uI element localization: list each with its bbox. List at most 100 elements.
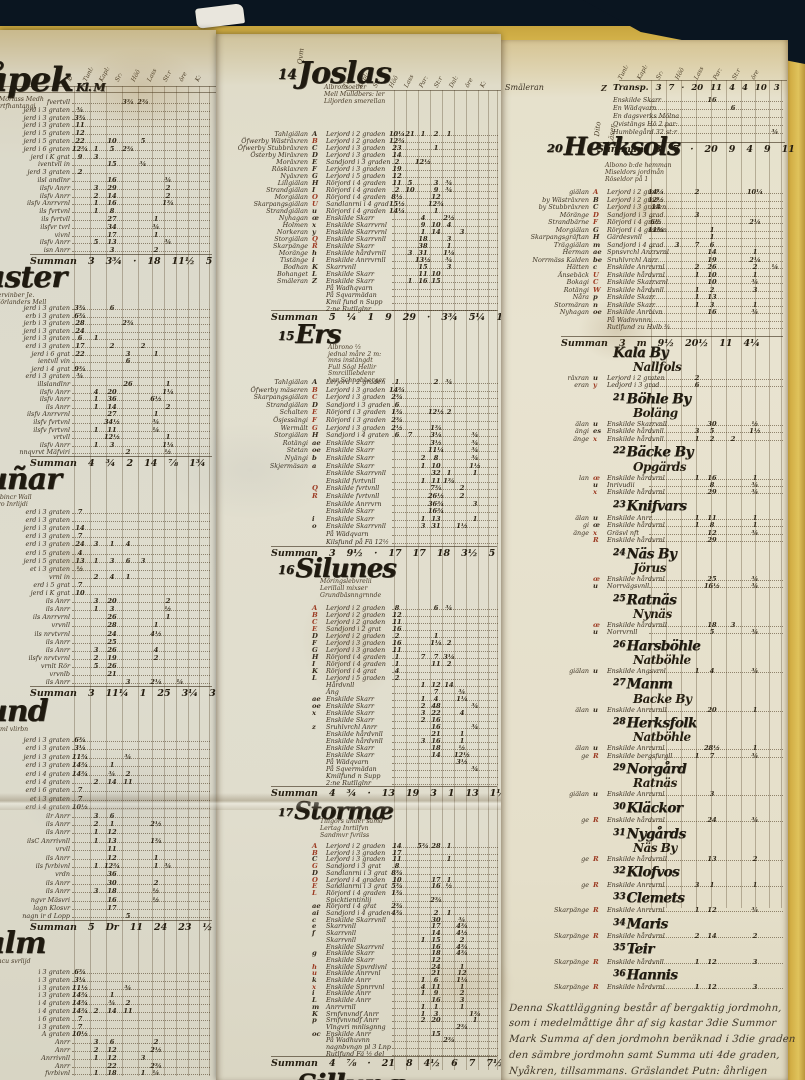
sub-note: Liljorden smerellan (324, 98, 386, 105)
place-name: i 6 graten (38, 1014, 70, 1023)
place-name: ilsfv nrvtvrnl (28, 653, 70, 662)
ledger-row: erd i 3 graten 14¾ 1 (0, 761, 216, 769)
place-name: ils nrvtvrnl (34, 629, 70, 638)
ledger-row: Storgiälan Q Enskilde Skarrvnll 18 3 (216, 235, 501, 243)
soil-entry: Lerjord i 3 graden (326, 639, 386, 647)
cell-value: 14¾ (71, 761, 89, 770)
summan-token: Summan (561, 338, 608, 349)
cell-value: 34½ (103, 418, 121, 426)
cell-value: 1 (93, 334, 99, 343)
cell-value: 7 (77, 532, 83, 541)
place-name: ils Anrr (45, 828, 70, 837)
place-name: Tahlgiälan (274, 378, 308, 386)
ledger-row: jerd i 6 grat 22 3 1 (0, 350, 216, 358)
summan-token: 18 (436, 548, 451, 559)
letter-key: ae (312, 695, 321, 703)
column-header-scribble: Höö (129, 68, 142, 83)
ledger-row: Hårdvnll 1 12 14 (216, 681, 501, 689)
ledger-row: Anrr 3 6 2 (0, 1038, 216, 1046)
place-name: ils Anrr (45, 878, 70, 887)
cell-value: 1 (446, 842, 452, 850)
dotted-leader (649, 301, 783, 307)
dotted-leader (72, 1069, 210, 1076)
soil-entry: Lerjord i 2 graden (326, 137, 386, 145)
place-name: giälan (569, 667, 589, 676)
ledger-row: Skarpänge R Enskilde hårdvnll 1 12 3 (501, 958, 788, 966)
cell-value: 8 (394, 604, 400, 612)
soil-entry: Enskilde Skarr (326, 507, 375, 516)
cell-value: 6 (694, 381, 700, 390)
cell-value: 7 (77, 1014, 83, 1023)
cell-value: 2¾ (456, 1022, 468, 1031)
place-name: Moräxren (276, 158, 308, 166)
sub-note: r Mörlass Medh (0, 96, 44, 103)
cell-value: 1 (694, 285, 700, 294)
place-name: Skjermäsan (269, 461, 308, 470)
ledger-row: Moräxren E Sandjord i 3 graden 2 12½ (216, 158, 501, 166)
soil-entry: Enskilde Skarrvnll (326, 469, 386, 478)
column-rule (74, 86, 75, 1076)
dotted-leader (392, 1030, 498, 1036)
cell-value: 1 (109, 540, 115, 549)
place-name: ils Anrr (45, 645, 70, 654)
entry-subheading: Backe By (633, 691, 692, 706)
entry-subheading: Natböhle (633, 653, 691, 668)
place-name: jerd i 4 grat (31, 364, 70, 373)
letter-key: u (593, 514, 598, 523)
soil-entry: Lerjord i 5 graden (326, 172, 386, 180)
cell-value: 2 (694, 263, 700, 271)
cell-value: 3 (93, 811, 99, 820)
cell-value: 1 (153, 215, 159, 223)
soil-entry: Rörjord i 4 grat (326, 902, 377, 911)
cell-value: 3 (446, 263, 452, 271)
cell-value: 3 (709, 790, 715, 799)
ledger-row: i 3 graten 3¼ (0, 976, 216, 984)
letter-key: G (593, 225, 599, 234)
place-name: ilsfv Anrrvrnl (26, 410, 70, 419)
soil-entry: Sandjord i 4 graden (326, 909, 391, 917)
cell-value: 3 (93, 1038, 99, 1047)
soil-entry: Enskilde Anrr (326, 996, 371, 1005)
soil-entry: Enskilde Anrrvrnl (607, 880, 665, 889)
ledger-row: A graten 10½ (0, 1030, 216, 1038)
ledger-row: Skarpangsgiälan C Lerjord i 3 graden 2¾ (216, 393, 501, 401)
letter-key: B (312, 385, 318, 394)
cell-value: 2¾ (391, 416, 403, 424)
cell-value: 27 (107, 410, 117, 419)
dotted-leader (392, 716, 498, 722)
soil-entry: Enskilde Anrbivn (607, 308, 663, 316)
ledger-row: ilsfv Anrr 1 36 6½ (0, 395, 216, 403)
section-heading: aster (0, 260, 67, 295)
soil-entry: Enskilde Skarr (326, 709, 375, 717)
cell-value: 22 (75, 137, 85, 145)
ledger-row: vrtvll 12½ 1 (0, 433, 216, 441)
sub-note: Miseldors jordmån (605, 169, 665, 176)
dotted-leader (649, 536, 783, 543)
cell-value: 8 (709, 480, 715, 489)
ledger-row: A Lerjord i 2 graden 8 6 ¾ (216, 604, 501, 612)
letter-key: u (593, 790, 598, 799)
dotted-leader (72, 670, 210, 676)
ledger-row: vivnl 17 1 (0, 231, 216, 239)
place-name: älan (575, 744, 589, 753)
cell-value: 2 (153, 246, 159, 255)
letter-key: m (312, 1002, 320, 1011)
paragraph-line: den sämbre jordmohn samt Summa uti 4de g… (508, 1050, 781, 1062)
place-name: ils Anrrvrnl (32, 613, 70, 622)
cell-value: 10 (405, 186, 415, 194)
cell-value: 4¾ (456, 942, 468, 951)
dotted-leader (72, 524, 210, 531)
cell-value: 7 (433, 653, 439, 661)
dotted-leader (392, 144, 498, 150)
ledger-row: älan u Enskilde Skarrvnll 30 ½ (501, 420, 788, 428)
cell-value: 1 (93, 199, 99, 208)
ledger-row: jerd i 4 grat 9¾ (0, 365, 216, 373)
cell-value: 17 (75, 342, 85, 350)
letter-key: x (593, 434, 598, 443)
column-header-scribble: K: (193, 73, 204, 83)
summan-token: 1¼ (490, 788, 507, 799)
section-number: 14 (278, 67, 297, 84)
cell-value: 4¾ (456, 949, 468, 958)
cell-value: 7 (77, 508, 83, 516)
ledger-row: ilsfv Anrrvrnl 27 1 (0, 410, 216, 418)
